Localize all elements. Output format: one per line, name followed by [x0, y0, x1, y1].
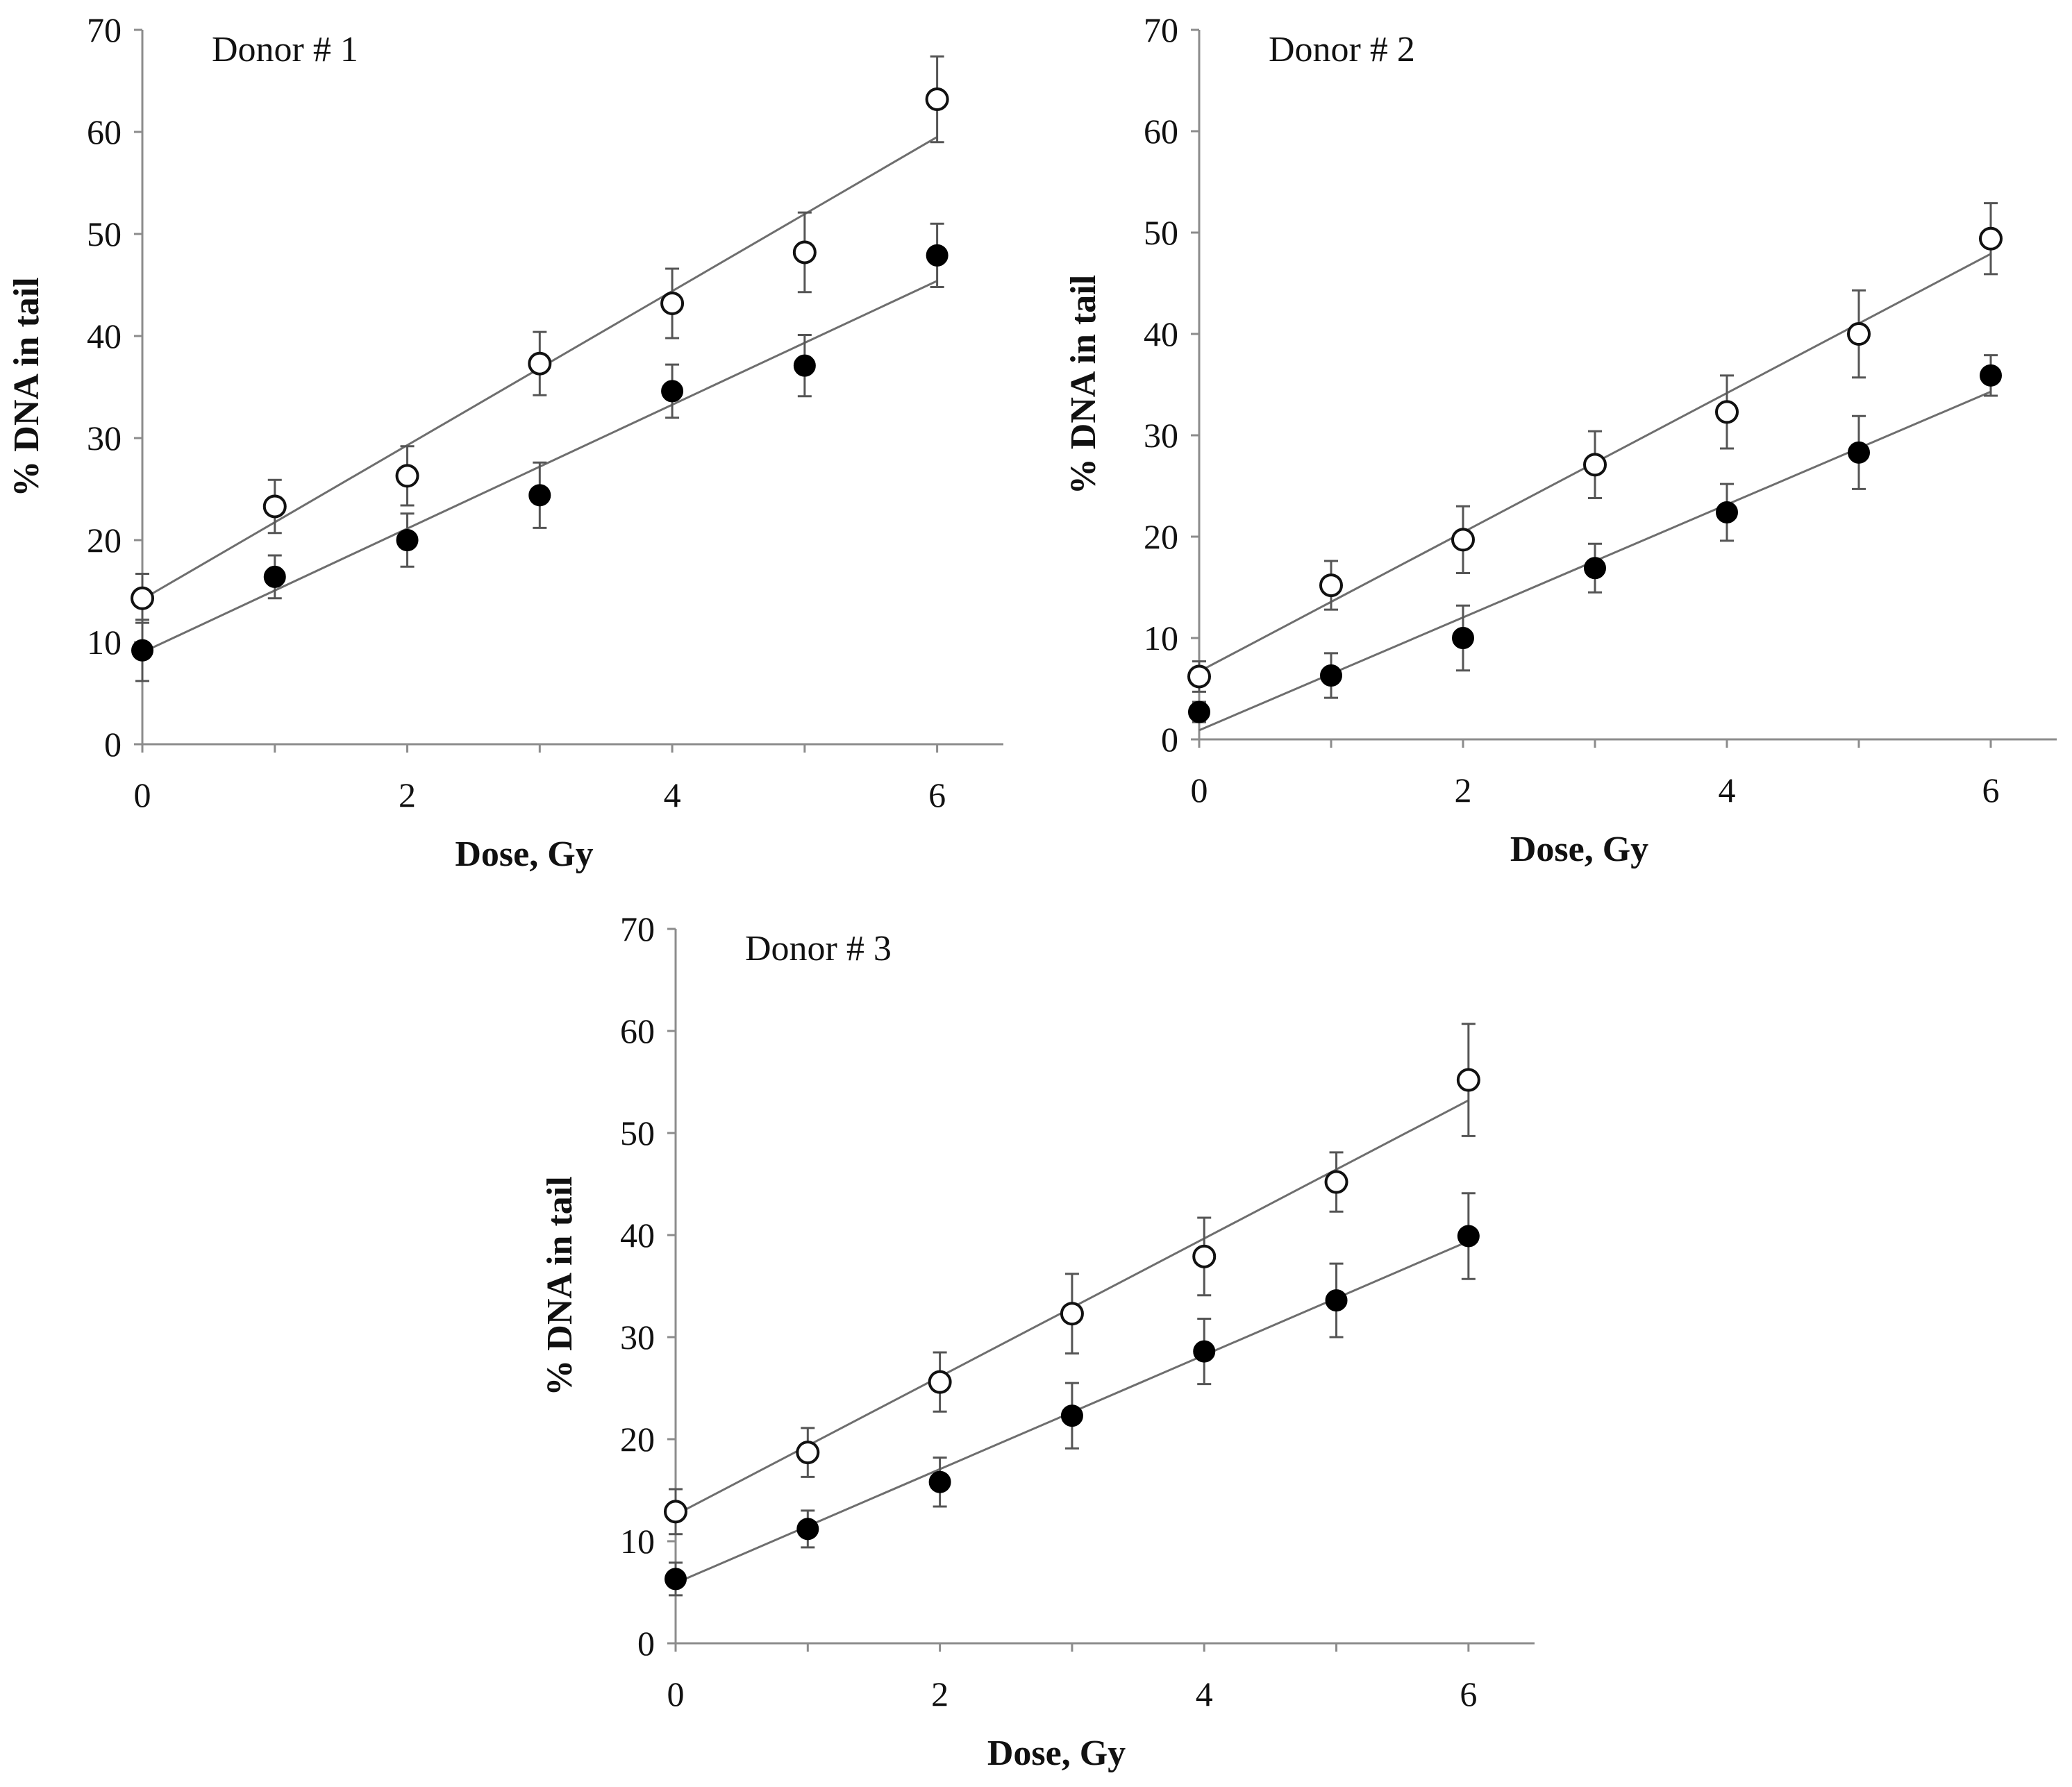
x-tick-label: 4: [1719, 771, 1736, 809]
data-point: [928, 1370, 952, 1394]
data-point: [1193, 1340, 1216, 1363]
x-axis-title: Dose, Gy: [987, 1734, 1126, 1773]
y-axis-title: % DNA in tail: [7, 277, 47, 496]
y-tick-label: 40: [620, 1216, 655, 1255]
data-point: [1325, 1289, 1348, 1312]
data-point: [262, 494, 287, 519]
y-tick-label: 70: [620, 909, 655, 948]
data-point: [925, 87, 949, 111]
x-axis-title: Dose, Gy: [455, 834, 593, 874]
x-tick-label: 2: [1455, 771, 1472, 809]
y-axis-title: % DNA in tail: [540, 1176, 580, 1395]
y-tick-label: 70: [87, 10, 122, 49]
panel-title: Donor # 1: [212, 30, 358, 69]
data-point: [1583, 453, 1607, 477]
panel-title: Donor # 3: [745, 929, 892, 968]
data-point: [1320, 664, 1342, 687]
data-point: [1060, 1302, 1084, 1326]
y-tick-label: 30: [87, 419, 122, 458]
data-point: [395, 464, 419, 488]
data-point: [664, 1500, 687, 1524]
data-point: [131, 639, 153, 662]
y-tick-label: 0: [637, 1624, 655, 1663]
y-tick-label: 0: [1161, 720, 1178, 759]
y-axis-title: % DNA in tail: [1064, 275, 1103, 494]
data-point: [528, 351, 552, 376]
y-tick-label: 60: [620, 1012, 655, 1050]
data-point: [793, 354, 816, 377]
data-point: [1187, 664, 1211, 689]
y-tick-label: 70: [1144, 10, 1178, 49]
data-point: [1451, 528, 1475, 552]
data-point: [660, 291, 685, 315]
x-tick-label: 0: [134, 775, 151, 814]
data-point: [1188, 700, 1210, 723]
x-tick-label: 4: [664, 775, 681, 814]
y-tick-label: 40: [1144, 314, 1178, 353]
series-open-circles: [664, 1023, 1480, 1536]
data-point: [1319, 573, 1343, 598]
y-tick-label: 10: [87, 623, 122, 662]
data-point: [796, 1518, 819, 1541]
y-tick-label: 60: [87, 112, 122, 151]
data-point: [131, 586, 154, 610]
data-point: [528, 484, 551, 507]
y-tick-label: 30: [620, 1318, 655, 1357]
y-tick-label: 60: [1144, 112, 1178, 151]
x-tick-label: 2: [931, 1675, 949, 1713]
x-tick-label: 6: [1982, 771, 2000, 809]
x-tick-label: 0: [667, 1675, 685, 1713]
series-open-circles: [1187, 202, 2003, 693]
data-point: [1716, 501, 1738, 523]
data-point: [1324, 1170, 1348, 1194]
data-point: [661, 380, 684, 403]
data-point: [928, 1470, 951, 1493]
data-point: [1715, 400, 1739, 424]
data-point: [1457, 1225, 1480, 1248]
y-tick-label: 10: [1144, 619, 1178, 657]
y-tick-label: 40: [87, 317, 122, 355]
data-point: [1060, 1404, 1083, 1427]
x-tick-label: 6: [928, 775, 946, 814]
series-open-circles: [131, 55, 949, 624]
chart-panel-1: 0 10 20 30 40 50 60 70 0 2 4 6 Dose, Gy % DNA in tail…: [7, 10, 1003, 874]
x-tick-label: 0: [1191, 771, 1208, 809]
y-tick-label: 30: [1144, 416, 1178, 455]
data-point: [1979, 226, 2003, 251]
x-tick-label: 6: [1460, 1675, 1477, 1713]
data-point: [396, 529, 419, 551]
y-tick-label: 20: [87, 521, 122, 560]
data-point: [1584, 557, 1606, 580]
data-point: [1847, 322, 1871, 346]
x-tick-label: 2: [399, 775, 416, 814]
x-tick-label: 4: [1196, 1675, 1213, 1713]
data-point: [792, 240, 817, 265]
data-point: [1980, 364, 2002, 387]
y-tick-label: 0: [104, 725, 122, 764]
series-filled-circles: [665, 1192, 1480, 1597]
y-tick-label: 50: [620, 1114, 655, 1152]
data-point: [1192, 1244, 1217, 1268]
y-tick-label: 10: [620, 1522, 655, 1561]
data-point: [1452, 627, 1474, 649]
data-point: [796, 1441, 820, 1465]
data-point: [926, 244, 949, 267]
series-filled-circles: [131, 222, 949, 682]
chart-panel-2: 0 10 20 30 40 50 60 70 0 2 4 6 Dose, Gy % DNA in tail…: [1064, 10, 2057, 869]
y-tick-label: 20: [620, 1420, 655, 1459]
panel-title: Donor # 2: [1269, 30, 1415, 69]
x-axis-title: Dose, Gy: [1510, 830, 1648, 869]
y-tick-label: 20: [1144, 517, 1178, 556]
y-tick-label: 50: [87, 215, 122, 253]
chart-panel-3: 0 10 20 30 40 50 60 70 0 2 4 6 Dose, Gy % DNA in tail…: [540, 909, 1535, 1773]
data-point: [1456, 1068, 1480, 1092]
y-tick-label: 50: [1144, 213, 1178, 252]
data-point: [665, 1568, 687, 1591]
data-point: [1848, 441, 1870, 464]
data-point: [263, 565, 286, 588]
series-filled-circles: [1188, 354, 2002, 732]
